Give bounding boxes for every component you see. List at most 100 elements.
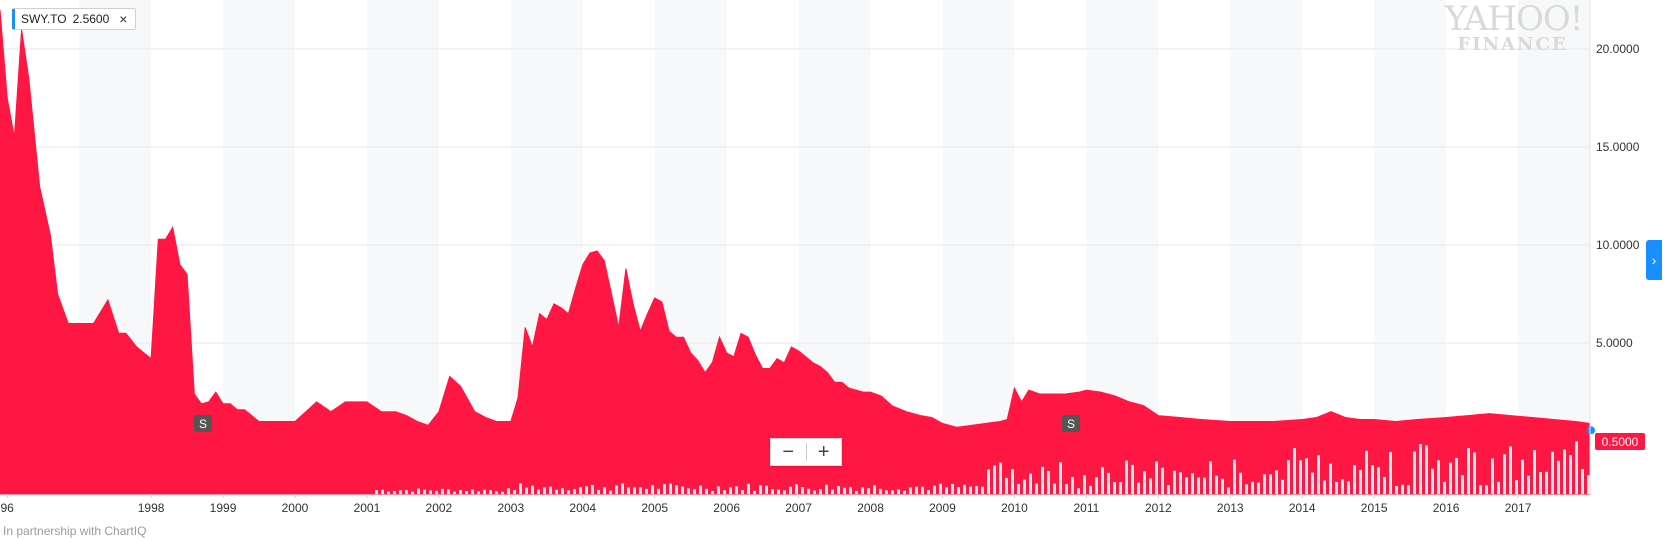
volume-bar xyxy=(1197,477,1200,494)
volume-bar xyxy=(1551,451,1554,494)
volume-bar xyxy=(513,490,516,494)
volume-bar xyxy=(1143,471,1146,494)
x-tick-label: 2001 xyxy=(354,501,381,515)
volume-bar xyxy=(1233,459,1236,494)
volume-bar xyxy=(747,483,750,494)
price-area xyxy=(0,9,1591,495)
volume-bar xyxy=(399,490,402,494)
volume-bar xyxy=(1239,472,1242,494)
volume-bar xyxy=(699,485,702,494)
zoom-in-button[interactable]: + xyxy=(817,441,830,463)
volume-bar xyxy=(885,490,888,494)
chevron-right-icon[interactable]: › xyxy=(1646,240,1662,280)
x-tick-label: 2005 xyxy=(641,501,668,515)
x-tick-label: 96 xyxy=(1,501,15,515)
x-tick-label: 2015 xyxy=(1361,501,1388,515)
volume-bar xyxy=(597,489,600,494)
volume-bar xyxy=(903,490,906,494)
volume-bar xyxy=(915,486,918,494)
volume-bar xyxy=(993,465,996,494)
volume-bar xyxy=(1167,485,1170,494)
series-legend[interactable]: SWY.TO 2.5600 × xyxy=(12,8,137,30)
volume-bar xyxy=(927,490,930,494)
volume-bar xyxy=(1407,485,1410,494)
volume-bar xyxy=(1443,481,1446,494)
volume-bar xyxy=(651,485,654,494)
volume-bar xyxy=(1221,478,1224,494)
volume-bar xyxy=(1473,452,1476,494)
volume-bar xyxy=(657,488,660,494)
volume-bar xyxy=(633,487,636,494)
volume-bar xyxy=(555,489,558,494)
volume-bar xyxy=(687,488,690,494)
volume-bar xyxy=(765,485,768,494)
volume-bar xyxy=(1095,477,1098,494)
volume-bar xyxy=(417,488,420,494)
volume-bar xyxy=(471,489,474,494)
volume-bar xyxy=(1263,474,1266,494)
legend-symbol: SWY.TO xyxy=(21,12,67,26)
volume-bar xyxy=(1293,448,1296,494)
x-tick-label: 2006 xyxy=(713,501,740,515)
volume-bar xyxy=(393,491,396,494)
volume-bar xyxy=(1449,462,1452,494)
volume-bar xyxy=(531,485,534,494)
y-tick-label: 20.0000 xyxy=(1596,42,1640,56)
x-tick-label: 2016 xyxy=(1433,501,1460,515)
volume-bar xyxy=(897,489,900,494)
volume-bar xyxy=(495,491,498,494)
volume-bar xyxy=(1179,472,1182,494)
volume-bar xyxy=(1485,485,1488,494)
close-icon[interactable]: × xyxy=(119,11,128,27)
x-tick-label: 2004 xyxy=(569,501,596,515)
volume-bar xyxy=(1431,468,1434,494)
volume-bar xyxy=(1275,470,1278,494)
x-tick-label: 1998 xyxy=(138,501,165,515)
volume-bar xyxy=(789,486,792,494)
x-tick-label: 2011 xyxy=(1073,501,1099,515)
volume-bar xyxy=(1077,488,1080,494)
volume-bar xyxy=(1389,451,1392,494)
volume-bar xyxy=(1587,475,1590,494)
year-band xyxy=(942,0,1015,494)
volume-bar xyxy=(741,489,744,494)
zoom-out-button[interactable]: − xyxy=(782,441,795,463)
volume-bar xyxy=(1155,461,1158,494)
volume-bar xyxy=(843,487,846,494)
volume-bar xyxy=(567,490,570,494)
x-tick-label: 2000 xyxy=(282,501,309,515)
volume-bar xyxy=(1575,441,1578,494)
volume-bar xyxy=(1245,484,1248,494)
zoom-control: − + xyxy=(770,438,842,466)
volume-bar xyxy=(585,486,588,494)
volume-bar xyxy=(1071,476,1074,494)
volume-bar xyxy=(987,469,990,494)
volume-bar xyxy=(1023,479,1026,494)
volume-bar xyxy=(1581,468,1584,494)
volume-bar xyxy=(1419,444,1422,494)
volume-bar xyxy=(423,489,426,494)
volume-bar xyxy=(1083,475,1086,494)
x-tick-label: 1999 xyxy=(210,501,237,515)
volume-bar xyxy=(1305,458,1308,494)
volume-bar xyxy=(1191,473,1194,494)
volume-bar xyxy=(1461,475,1464,494)
volume-bar xyxy=(783,490,786,494)
split-marker[interactable]: S xyxy=(1062,415,1080,432)
volume-bar xyxy=(1509,446,1512,494)
volume-bar xyxy=(1287,460,1290,494)
volume-bar xyxy=(537,489,540,494)
volume-bar xyxy=(477,491,480,494)
volume-bar xyxy=(621,483,624,494)
volume-bar xyxy=(1353,465,1356,494)
volume-bar xyxy=(435,490,438,494)
volume-bar xyxy=(909,487,912,494)
split-marker[interactable]: S xyxy=(194,415,212,432)
yahoo-finance-logo: YAHOO! FINANCE xyxy=(1445,0,1583,55)
volume-bar xyxy=(387,491,390,494)
volume-bar xyxy=(933,485,936,494)
volume-bar xyxy=(1335,481,1338,494)
y-tick-label: 15.0000 xyxy=(1596,140,1640,154)
volume-bar xyxy=(717,486,720,494)
